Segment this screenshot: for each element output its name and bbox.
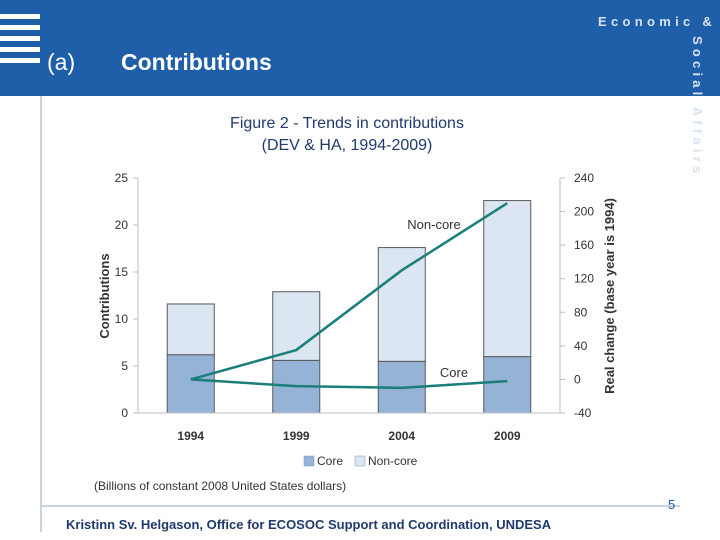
x-tick-label: 1999 <box>283 429 310 443</box>
y-tick-label: 0 <box>121 406 128 420</box>
legend-noncore-swatch <box>354 455 366 467</box>
y2-axis-label: Real change (base year is 1994) <box>602 198 617 394</box>
legend-core-swatch <box>303 455 315 467</box>
y-tick-label: 20 <box>115 218 129 232</box>
brand-text-vertical: Social Affairs <box>690 36 705 178</box>
bar-core-2009 <box>483 356 532 414</box>
line-core <box>190 378 508 390</box>
page-number: 5 <box>668 497 676 512</box>
legend-noncore-label: Non-core <box>368 454 418 468</box>
section-label: (a) <box>47 49 76 75</box>
bar-noncore-2009 <box>483 200 532 358</box>
frame-line-horizontal <box>40 505 680 507</box>
line-noncore <box>190 202 508 381</box>
bar-noncore-1994 <box>166 303 215 356</box>
y2-tick-label: 240 <box>574 171 594 185</box>
bar-core-1994 <box>166 354 215 414</box>
brand-text-horizontal: Economic & <box>598 14 717 29</box>
y2-tick-label: 0 <box>574 372 581 386</box>
y-tick-label: 15 <box>115 265 129 279</box>
menu-lines-icon <box>0 14 40 76</box>
y-axis-label: Contributions <box>97 253 112 338</box>
y-tick-label: 25 <box>115 171 129 185</box>
y2-tick-label: 80 <box>574 305 588 319</box>
x-tick-label: 1994 <box>177 429 204 443</box>
footer-credit: Kristinn Sv. Helgason, Office for ECOSOC… <box>66 517 552 532</box>
line-label-noncore: Non-core <box>407 217 460 232</box>
line-label-core: Core <box>440 365 468 380</box>
x-tick-label: 2004 <box>388 429 415 443</box>
y2-tick-label: 160 <box>574 238 594 252</box>
y2-tick-label: -40 <box>574 406 592 420</box>
y2-tick-label: 40 <box>574 339 588 353</box>
chart-title: Figure 2 - Trends in contributions <box>230 115 464 132</box>
y-tick-label: 10 <box>115 312 129 326</box>
slide-header: (a) Contributions Economic & Social Affa… <box>0 0 720 177</box>
chart-note: (Billions of constant 2008 United States… <box>94 479 346 493</box>
frame-line-vertical <box>40 96 42 532</box>
y-tick-label: 5 <box>121 359 128 373</box>
section-title: Contributions <box>121 49 272 75</box>
y2-tick-label: 120 <box>574 272 594 286</box>
bar-noncore-2004 <box>377 247 426 362</box>
chart-legend: Core Non-core <box>303 454 418 468</box>
legend-core-label: Core <box>317 454 343 468</box>
y2-tick-label: 200 <box>574 205 594 219</box>
chart-subtitle: (DEV & HA, 1994-2009) <box>262 137 433 154</box>
x-tick-label: 2009 <box>494 429 521 443</box>
